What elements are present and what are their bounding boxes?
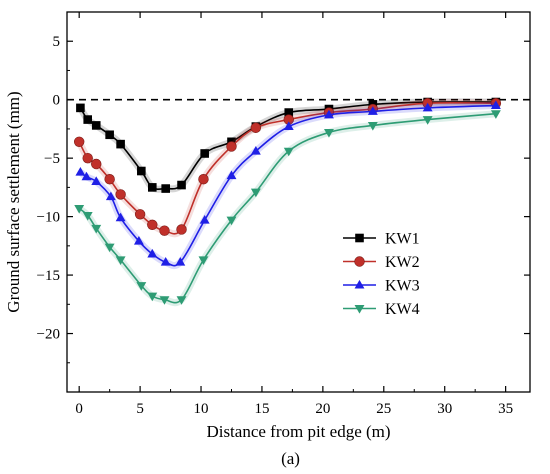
y-tick-label: −20 [37, 327, 60, 343]
data-point-kw1-9 [200, 149, 209, 158]
data-point-kw2-5 [134, 209, 146, 220]
data-point-kw1-0 [76, 103, 85, 113]
x-axis-title: Distance from pit edge (m) [206, 422, 390, 441]
series-glow-kw4 [76, 110, 497, 307]
data-point-kw2-6 [147, 219, 158, 231]
data-point-kw2-7 [159, 225, 170, 236]
data-point-kw3-6 [147, 248, 158, 258]
data-point-kw1-3 [105, 130, 114, 140]
data-point-kw3-10 [226, 170, 237, 180]
data-point-kw2-2 [91, 158, 102, 170]
data-point-kw4-8 [176, 296, 187, 305]
data-point-kw3-4 [115, 212, 126, 222]
x-tick-label: 5 [136, 401, 144, 417]
legend-entry-kw1: KW1 [343, 231, 420, 248]
data-point-kw1-4 [116, 139, 125, 149]
plot-frame [66, 11, 531, 393]
x-tick-label: 15 [254, 401, 269, 417]
data-point-kw3-3 [105, 191, 116, 201]
series-line-kw4 [78, 112, 496, 304]
y-tick-label: −10 [37, 210, 60, 226]
data-point-kw2-9 [198, 174, 209, 185]
data-point-kw4-13 [324, 128, 334, 138]
data-point-kw1-8 [177, 180, 186, 190]
plot-area [67, 97, 530, 307]
data-point-kw1-5 [137, 166, 146, 176]
data-point-kw2-1 [82, 152, 93, 164]
data-point-kw3-5 [133, 236, 144, 245]
data-point-kw4-9 [198, 256, 209, 266]
data-point-kw4-1 [82, 212, 93, 221]
series-kw3 [75, 100, 501, 270]
series-kw4 [74, 110, 501, 307]
legend-marker [354, 279, 365, 289]
data-point-kw2-4 [115, 189, 126, 200]
x-tick-label: 30 [437, 401, 452, 417]
data-point-kw4-3 [104, 243, 115, 253]
series-kw1 [76, 97, 501, 193]
data-point-kw4-7 [159, 296, 170, 305]
x-tick-label: 25 [376, 401, 391, 417]
data-point-kw1-12 [284, 108, 294, 117]
data-point-kw3-15 [422, 102, 433, 112]
data-point-kw2-11 [250, 122, 262, 133]
data-point-kw3-9 [199, 214, 210, 224]
data-point-kw1-1 [83, 115, 93, 124]
data-point-kw1-2 [91, 121, 101, 130]
data-point-kw4-0 [74, 204, 85, 214]
legend-marker [355, 233, 364, 243]
data-point-kw3-8 [175, 257, 186, 266]
data-point-kw4-5 [136, 282, 147, 291]
legend-entry-kw3: KW3 [343, 278, 420, 295]
data-point-kw2-3 [104, 174, 115, 185]
data-point-kw3-2 [91, 176, 102, 185]
data-point-kw3-0 [75, 167, 86, 176]
legend-label: KW1 [385, 231, 420, 248]
data-point-kw2-8 [176, 224, 187, 235]
y-tick-label: −5 [44, 151, 60, 167]
legend-marker [354, 305, 365, 314]
data-point-kw2-10 [226, 141, 237, 152]
data-point-kw4-14 [367, 121, 378, 131]
x-tick-label: 35 [498, 401, 513, 417]
data-point-kw4-6 [147, 292, 158, 302]
x-tick-label: 0 [75, 401, 83, 417]
x-tick-label: 20 [315, 401, 330, 417]
legend-label: KW2 [385, 254, 420, 271]
data-point-kw1-7 [161, 184, 170, 193]
data-point-kw4-15 [422, 116, 433, 125]
data-point-kw3-16 [490, 100, 501, 109]
data-point-kw4-11 [250, 188, 261, 198]
data-point-kw2-0 [73, 136, 85, 147]
y-axis-title: Ground surface settlement (mm) [4, 91, 23, 312]
axes: 0 5 10 15 20 25 30 35 −20 −15 −10 −5 0 5 [37, 11, 531, 417]
legend: KW1 KW2 KW3 KW4 [343, 231, 420, 318]
data-point-kw4-10 [226, 216, 237, 226]
y-tick-label: 5 [53, 34, 61, 50]
data-point-kw4-12 [283, 147, 294, 157]
data-point-kw3-14 [367, 106, 378, 115]
data-point-kw1-6 [147, 183, 157, 192]
legend-label: KW4 [385, 301, 420, 318]
y-tick-label: 0 [53, 93, 61, 109]
data-point-kw4-16 [490, 110, 501, 119]
data-point-kw4-4 [115, 256, 126, 266]
data-point-kw3-1 [81, 171, 92, 181]
legend-marker [354, 256, 365, 267]
legend-entry-kw2: KW2 [343, 254, 420, 271]
data-point-kw3-13 [324, 109, 334, 119]
data-point-kw3-12 [283, 121, 294, 131]
data-point-kw4-2 [91, 224, 102, 234]
figure-caption: (a) [281, 449, 300, 468]
data-point-kw3-7 [160, 257, 171, 266]
y-tick-label: −15 [37, 268, 60, 284]
legend-label: KW3 [385, 278, 420, 295]
x-tick-label: 10 [194, 401, 209, 417]
legend-entry-kw4: KW4 [343, 301, 420, 318]
data-point-kw3-11 [250, 145, 261, 155]
